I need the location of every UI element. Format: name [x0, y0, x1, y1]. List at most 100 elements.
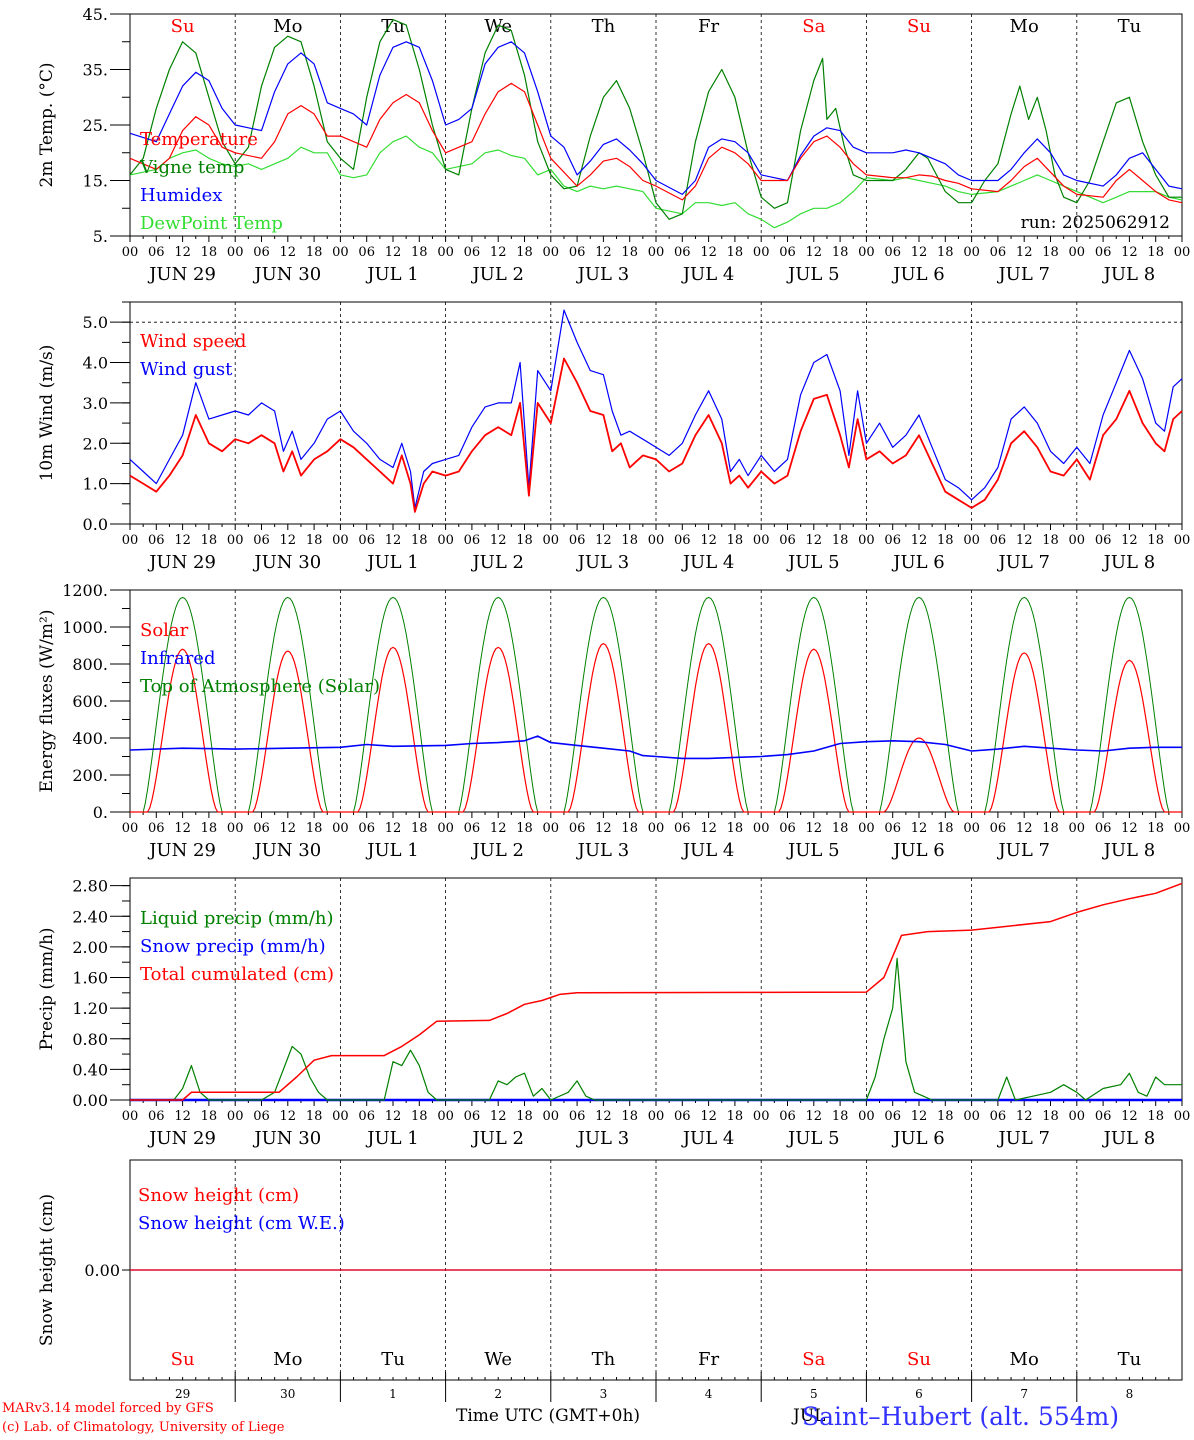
- hour-tick-label: 06: [674, 1109, 691, 1124]
- run-label: run: 2025062912: [1021, 213, 1170, 233]
- hour-tick-label: 00: [858, 533, 875, 548]
- legend-entry: Total cumulated (cm): [140, 964, 334, 985]
- hour-tick-label: 00: [332, 245, 349, 260]
- hour-tick-label: 00: [963, 245, 980, 260]
- hour-tick-label: 12: [700, 245, 717, 260]
- hour-tick-label: 12: [1016, 1109, 1033, 1124]
- y-axis-label: 2m Temp. (°C): [37, 62, 57, 187]
- y-tick-label: 35.: [83, 61, 108, 80]
- site-label: Saint–Hubert (alt. 554m): [802, 1402, 1120, 1431]
- hour-tick-label: 18: [621, 821, 638, 836]
- date-label: JUL 2: [470, 840, 524, 861]
- legend-entry: Solar: [140, 620, 189, 641]
- copyright-credit: (c) Lab. of Climatology, University of L…: [2, 1420, 285, 1435]
- hour-tick-label: 12: [911, 245, 928, 260]
- hour-tick-label: 00: [122, 821, 139, 836]
- bottom-jul-label: JUL: [793, 1406, 826, 1426]
- date-label: JUL 1: [365, 840, 419, 861]
- hour-tick-label: 12: [1016, 245, 1033, 260]
- x-axis-label: Time UTC (GMT+0h): [456, 1406, 641, 1426]
- day-name-label: Mo: [273, 1349, 302, 1370]
- date-label: JUL 8: [1102, 264, 1156, 285]
- y-tick-label: 3.0: [83, 394, 108, 413]
- hour-tick-label: 12: [490, 1109, 507, 1124]
- legend-entry: Snow precip (mm/h): [140, 936, 326, 957]
- hour-tick-label: 06: [464, 1109, 481, 1124]
- date-label: JUL 4: [681, 552, 735, 573]
- hour-tick-label: 18: [1042, 245, 1059, 260]
- day-number-label: 1: [389, 1387, 397, 1401]
- day-name-label: Su: [171, 1349, 195, 1370]
- y-tick-label: 0.40: [72, 1060, 108, 1079]
- hour-tick-label: 00: [648, 245, 665, 260]
- day-name-label: Sa: [802, 1349, 825, 1370]
- date-label: JUL 6: [891, 264, 945, 285]
- y-tick-label: 0.00: [84, 1261, 120, 1280]
- hour-tick-label: 12: [280, 245, 297, 260]
- date-label: JUL 4: [681, 264, 735, 285]
- hour-tick-label: 06: [464, 245, 481, 260]
- y-tick-label: 2.80: [72, 877, 108, 896]
- hour-tick-label: 00: [963, 1109, 980, 1124]
- day-number-label: 8: [1126, 1387, 1134, 1401]
- hour-tick-label: 12: [280, 533, 297, 548]
- day-name-label: Tu: [1118, 1349, 1142, 1370]
- legend-entry: DewPoint Temp: [140, 213, 283, 234]
- hour-tick-label: 00: [437, 1109, 454, 1124]
- hour-tick-label: 12: [700, 1109, 717, 1124]
- legend-entry: Snow height (cm W.E.): [138, 1213, 345, 1234]
- hour-tick-label: 18: [727, 821, 744, 836]
- y-tick-label: 400.: [72, 729, 108, 748]
- legend-entry: Vigne temp: [139, 157, 244, 178]
- model-credit: MARv3.14 model forced by GFS: [2, 1401, 214, 1416]
- hour-tick-label: 00: [858, 821, 875, 836]
- hour-tick-label: 00: [227, 821, 244, 836]
- y-tick-label: 45.: [83, 5, 108, 24]
- hour-tick-label: 06: [779, 821, 796, 836]
- hour-tick-label: 06: [358, 245, 375, 260]
- day-number-label: 30: [280, 1387, 295, 1401]
- hour-tick-label: 12: [700, 533, 717, 548]
- solar-line: [130, 642, 1182, 813]
- date-label: JUL 3: [576, 840, 630, 861]
- y-tick-label: 4.0: [83, 354, 108, 373]
- hour-tick-label: 00: [122, 533, 139, 548]
- y-tick-label: 5.0: [83, 313, 108, 332]
- hour-tick-label: 06: [464, 533, 481, 548]
- hour-tick-label: 18: [621, 245, 638, 260]
- hour-tick-label: 06: [674, 821, 691, 836]
- hour-tick-label: 00: [543, 245, 560, 260]
- date-label: JUL 6: [891, 840, 945, 861]
- hour-tick-label: 00: [543, 533, 560, 548]
- hour-tick-label: 06: [779, 1109, 796, 1124]
- hour-tick-label: 00: [1069, 245, 1086, 260]
- temp-series-line: [129, 135, 1183, 229]
- hour-tick-label: 06: [674, 533, 691, 548]
- day-number-label: 7: [1020, 1387, 1028, 1401]
- hour-tick-label: 12: [174, 533, 191, 548]
- hour-tick-label: 18: [1147, 1109, 1164, 1124]
- hour-tick-label: 06: [569, 821, 586, 836]
- hour-tick-label: 00: [753, 821, 770, 836]
- y-tick-label: 0.80: [72, 1030, 108, 1049]
- day-name-label: Tu: [1118, 16, 1142, 37]
- hour-tick-label: 00: [332, 821, 349, 836]
- hour-tick-label: 12: [1121, 821, 1138, 836]
- legend-entry: Top of Atmosphere (Solar): [140, 676, 380, 697]
- y-tick-label: 600.: [72, 692, 108, 711]
- y-axis-label: 10m Wind (m/s): [37, 345, 57, 482]
- hour-tick-label: 18: [411, 533, 428, 548]
- date-label: JUN 30: [252, 552, 321, 573]
- y-tick-label: 25.: [83, 116, 108, 135]
- day-number-label: 29: [175, 1387, 190, 1401]
- wind-gust-line: [129, 309, 1183, 509]
- temp-series-line: [129, 82, 1183, 204]
- hour-tick-label: 00: [227, 533, 244, 548]
- y-tick-label: 800.: [72, 655, 108, 674]
- legend-entry: Temperature: [140, 129, 258, 150]
- hour-tick-label: 12: [280, 821, 297, 836]
- hour-tick-label: 18: [937, 821, 954, 836]
- hour-tick-label: 18: [306, 821, 323, 836]
- temp-series-line: [129, 19, 1182, 220]
